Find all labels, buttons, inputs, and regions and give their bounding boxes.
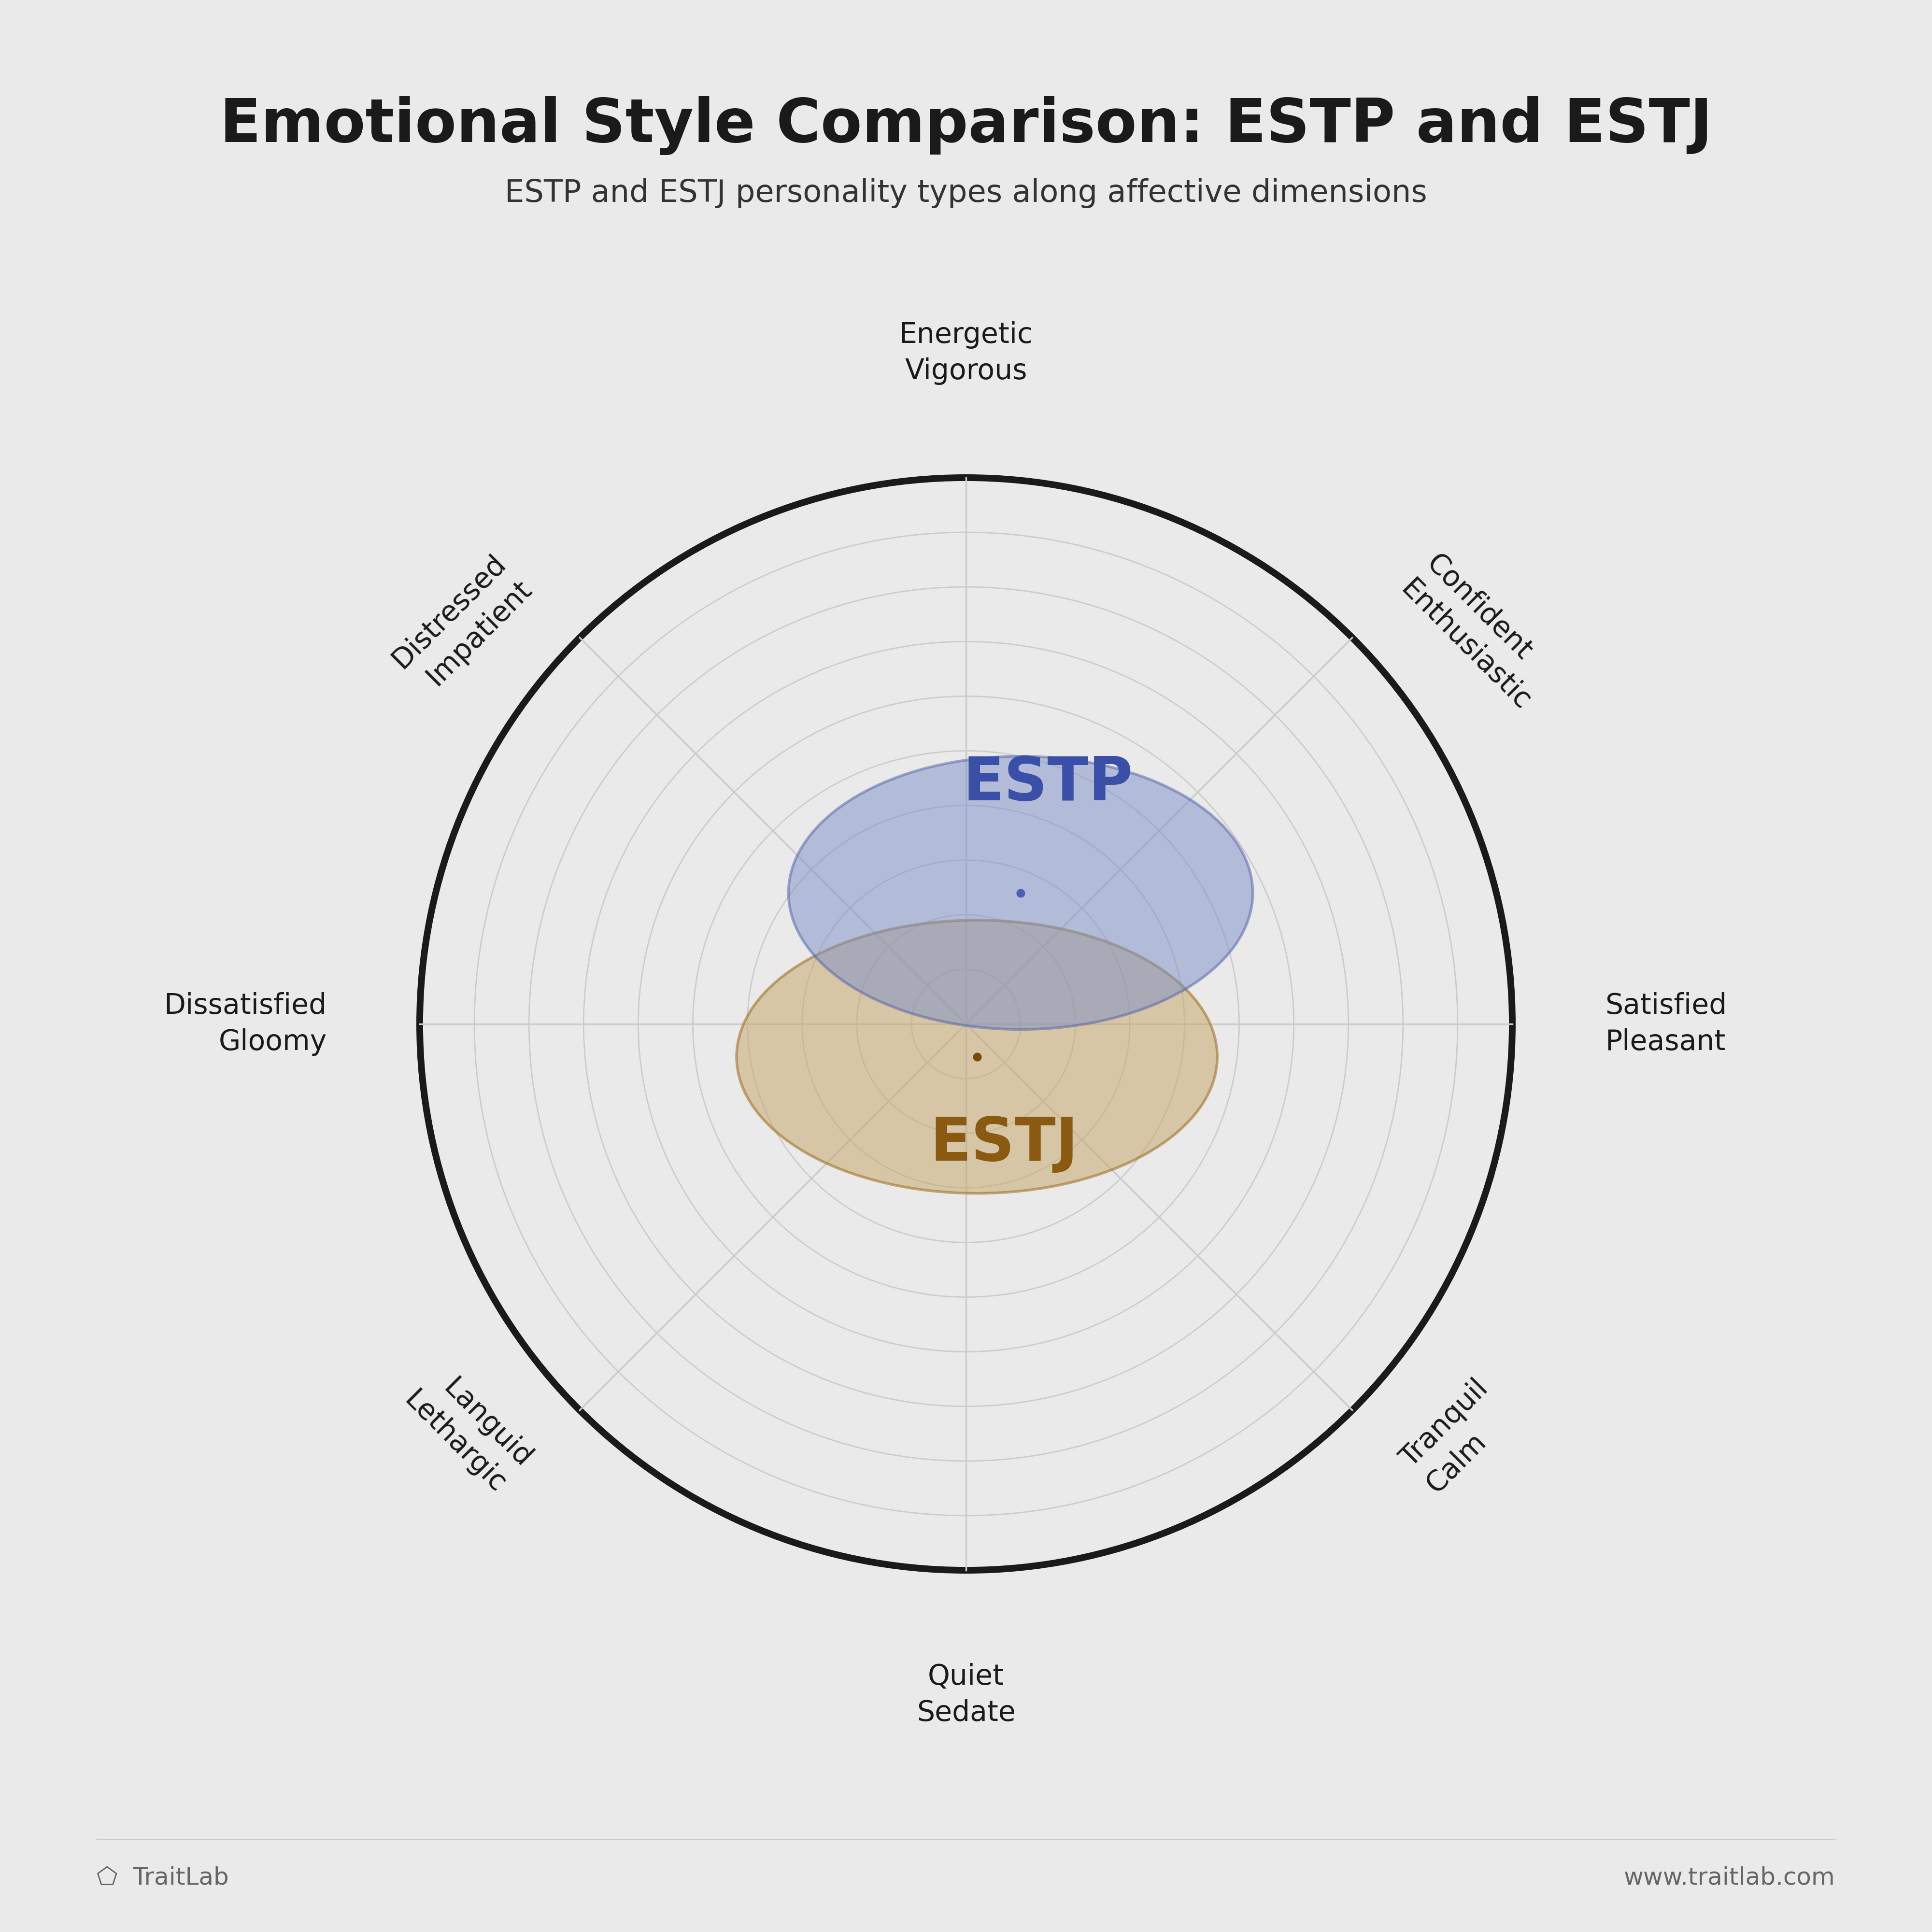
Ellipse shape	[736, 920, 1217, 1194]
Text: ESTJ: ESTJ	[929, 1115, 1078, 1173]
Text: Energetic
Vigorous: Energetic Vigorous	[898, 321, 1034, 384]
Text: Confident
Enthusiastic: Confident Enthusiastic	[1395, 549, 1561, 715]
Text: Quiet
Sedate: Quiet Sedate	[916, 1663, 1016, 1727]
Text: Distressed
Impatient: Distressed Impatient	[386, 549, 537, 699]
Text: ESTP: ESTP	[962, 753, 1132, 813]
Text: www.traitlab.com: www.traitlab.com	[1625, 1866, 1835, 1889]
Text: Languid
Lethargic: Languid Lethargic	[398, 1360, 537, 1499]
Text: ⬠  TraitLab: ⬠ TraitLab	[97, 1866, 228, 1889]
Text: ESTP and ESTJ personality types along affective dimensions: ESTP and ESTJ personality types along af…	[504, 178, 1428, 209]
Ellipse shape	[788, 755, 1252, 1030]
Text: Dissatisfied
Gloomy: Dissatisfied Gloomy	[164, 993, 327, 1055]
Text: Tranquil
Calm: Tranquil Calm	[1395, 1376, 1519, 1499]
Text: Satisfied
Pleasant: Satisfied Pleasant	[1605, 993, 1727, 1055]
Text: Emotional Style Comparison: ESTP and ESTJ: Emotional Style Comparison: ESTP and EST…	[220, 97, 1712, 155]
